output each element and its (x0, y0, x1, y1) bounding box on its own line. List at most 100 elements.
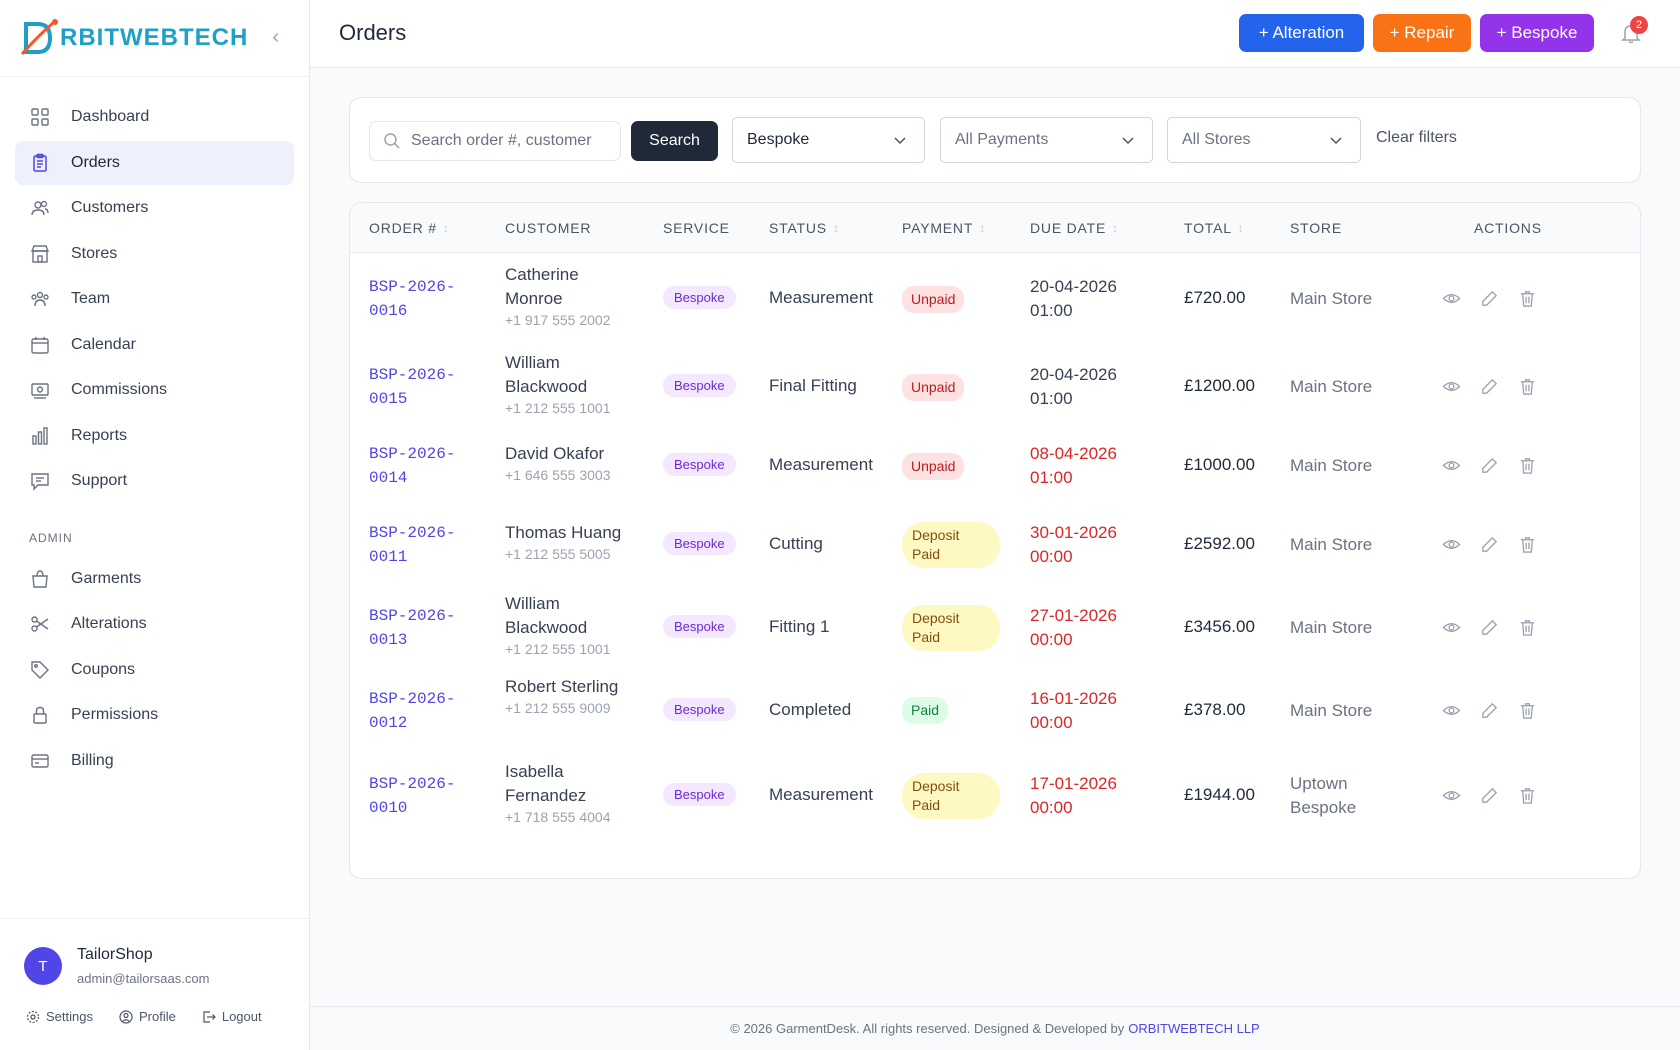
view-eye-icon[interactable] (1442, 535, 1462, 555)
view-eye-icon[interactable] (1442, 618, 1462, 638)
order-number-suffix: 0012 (369, 713, 408, 732)
column-due-date[interactable]: DUE DATE ↕ (1030, 220, 1119, 236)
column-total[interactable]: TOTAL ↕ (1184, 220, 1245, 236)
profile-link[interactable]: Profile (119, 1009, 176, 1024)
collapse-sidebar-icon[interactable]: ‹ (272, 26, 279, 48)
table-row: BSP-2026- 0010 Isabella Fernandez +1 718 55… (350, 751, 1640, 841)
sidebar-item-label: Orders (71, 153, 120, 171)
order-number-link[interactable]: BSP-2026- 0010 (369, 772, 455, 820)
due-date-time: 00:00 (1030, 798, 1073, 817)
order-number-link[interactable]: BSP-2026- 0012 (369, 687, 455, 735)
order-number-prefix: BSP-2026- (369, 366, 456, 384)
view-eye-icon[interactable] (1442, 786, 1462, 806)
main-nav: Dashboard Orders Customers Stores Team C… (0, 77, 309, 783)
row-actions (1442, 456, 1538, 476)
search-field[interactable] (369, 121, 621, 161)
column-label: ACTIONS (1474, 220, 1542, 236)
column-payment[interactable]: PAYMENT ↕ (902, 220, 986, 236)
delete-trash-icon[interactable] (1518, 786, 1538, 806)
edit-pencil-icon[interactable] (1480, 618, 1500, 638)
delete-trash-icon[interactable] (1518, 289, 1538, 309)
delete-trash-icon[interactable] (1518, 456, 1538, 476)
customer-phone: +1 917 555 2002 (505, 312, 611, 328)
total-amount: £1200.00 (1184, 376, 1255, 395)
sidebar-item-billing[interactable]: Billing (15, 739, 294, 783)
view-eye-icon[interactable] (1442, 701, 1462, 721)
order-number-prefix: BSP-2026- (369, 523, 456, 542)
search-input[interactable] (411, 132, 611, 150)
due-date: 16-01-2026 00:00 (1030, 687, 1117, 735)
avatar[interactable]: T (24, 947, 62, 985)
store-filter-value: All Stores (1182, 131, 1251, 148)
order-number-link[interactable]: BSP-2026- 0016 (369, 275, 455, 323)
edit-pencil-icon[interactable] (1480, 535, 1500, 555)
scissors-icon (29, 613, 51, 635)
delete-trash-icon[interactable] (1518, 377, 1538, 397)
delete-trash-icon[interactable] (1518, 535, 1538, 555)
sidebar-item-permissions[interactable]: Permissions (15, 693, 294, 737)
delete-trash-icon[interactable] (1518, 618, 1538, 638)
status-text: Fitting 1 (769, 617, 830, 636)
sidebar-item-label: Garments (71, 569, 142, 587)
view-eye-icon[interactable] (1442, 377, 1462, 397)
sidebar-item-coupons[interactable]: Coupons (15, 648, 294, 692)
order-number-link[interactable]: BSP-2026- 0013 (369, 604, 455, 652)
order-number-link[interactable]: BSP-2026- 0011 (369, 521, 455, 569)
sidebar-item-garments[interactable]: Garments (15, 557, 294, 601)
order-number-suffix: 0016 (369, 302, 408, 320)
clear-filters-button[interactable]: Clear filters (1376, 129, 1457, 146)
garments-icon (29, 568, 51, 590)
footer-text: © 2026 GarmentDesk. All rights reserved.… (730, 1021, 1125, 1036)
due-date-time: 00:00 (1030, 546, 1073, 566)
search-icon (384, 133, 400, 149)
sidebar-item-reports[interactable]: Reports (15, 414, 294, 458)
orders-icon (29, 152, 51, 174)
search-button[interactable]: Search (631, 121, 718, 161)
sidebar-item-alterations[interactable]: Alterations (15, 602, 294, 646)
view-eye-icon[interactable] (1442, 289, 1462, 309)
sidebar-item-commissions[interactable]: Commissions (15, 368, 294, 412)
customer-cell: Robert Sterling +1 212 555 9009 (505, 675, 635, 717)
service-badge: Bespoke (663, 697, 736, 721)
table-row: BSP-2026- 0011 Thomas Huang +1 212 555 5005… (350, 503, 1640, 586)
logout-link[interactable]: Logout (202, 1009, 262, 1024)
edit-pencil-icon[interactable] (1480, 456, 1500, 476)
sidebar-item-stores[interactable]: Stores (15, 232, 294, 276)
sidebar-item-customers[interactable]: Customers (15, 186, 294, 230)
edit-pencil-icon[interactable] (1480, 377, 1500, 397)
filter-bar: Search Bespoke All Payments All Stores C… (349, 97, 1641, 183)
payment-filter-select[interactable]: All Payments (940, 117, 1153, 163)
service-filter-value: Bespoke (747, 131, 810, 148)
store-filter-select[interactable]: All Stores (1167, 117, 1361, 163)
sidebar-item-support[interactable]: Support (15, 459, 294, 503)
due-date-day: 08-04-2026 (1030, 444, 1117, 463)
status-text: Measurement (769, 288, 873, 307)
add-repair-button[interactable]: + Repair (1373, 14, 1471, 52)
add-bespoke-button[interactable]: + Bespoke (1480, 14, 1594, 52)
due-date-time: 01:00 (1030, 468, 1073, 487)
settings-link[interactable]: Settings (26, 1009, 93, 1024)
sidebar-item-team[interactable]: Team (15, 277, 294, 321)
delete-trash-icon[interactable] (1518, 701, 1538, 721)
service-filter-select[interactable]: Bespoke (732, 117, 925, 163)
edit-pencil-icon[interactable] (1480, 289, 1500, 309)
edit-pencil-icon[interactable] (1480, 701, 1500, 721)
sidebar-item-calendar[interactable]: Calendar (15, 323, 294, 367)
add-alteration-button[interactable]: + Alteration (1239, 14, 1364, 52)
view-eye-icon[interactable] (1442, 456, 1462, 476)
sidebar-item-orders[interactable]: Orders (15, 140, 294, 185)
reports-icon (29, 425, 51, 447)
footer-link[interactable]: ORBITWEBTECH LLP (1128, 1021, 1260, 1036)
column-status[interactable]: STATUS ↕ (769, 220, 840, 236)
credit-card-icon (29, 750, 51, 772)
calendar-icon (29, 334, 51, 356)
order-number-link[interactable]: BSP-2026- 0015 (369, 363, 455, 411)
table-row: BSP-2026- 0012 Robert Sterling +1 212 555 9… (350, 670, 1640, 751)
sidebar-item-dashboard[interactable]: Dashboard (15, 95, 294, 139)
column-order[interactable]: ORDER # ↕ (369, 220, 450, 236)
edit-pencil-icon[interactable] (1480, 786, 1500, 806)
order-number-link[interactable]: BSP-2026- 0014 (369, 442, 455, 490)
service-cell: Bespoke (663, 615, 736, 638)
logout-icon (203, 1010, 216, 1023)
logo[interactable]: RBITWEBTECH ‹ (0, 0, 309, 77)
